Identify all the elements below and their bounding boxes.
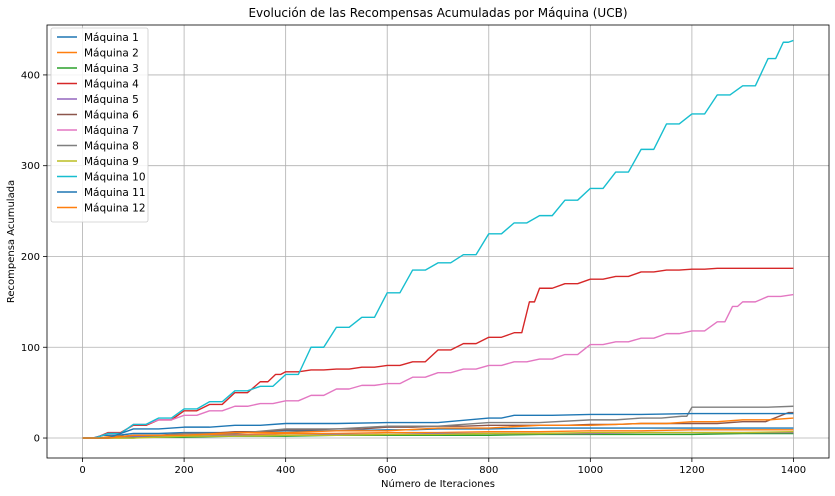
x-tick-label: 1000 bbox=[578, 465, 603, 476]
y-tick-label: 200 bbox=[21, 252, 40, 263]
series-line-12 bbox=[82, 417, 794, 439]
y-tick-label: 0 bbox=[34, 434, 40, 445]
x-tick-label: 600 bbox=[378, 465, 397, 476]
y-tick-label: 300 bbox=[21, 161, 40, 172]
legend-label-5: Máquina 5 bbox=[84, 94, 139, 106]
chart-title: Evolución de las Recompensas Acumuladas … bbox=[248, 6, 627, 20]
legend-label-12: Máquina 12 bbox=[84, 202, 146, 214]
y-axis-label: Recompensa Acumulada bbox=[6, 180, 17, 303]
y-tick-label: 100 bbox=[21, 343, 40, 354]
x-tick-label: 1400 bbox=[781, 465, 806, 476]
axes-frame bbox=[46, 24, 830, 459]
legend-label-7: Máquina 7 bbox=[84, 125, 139, 137]
x-axis-ticks: 0 200 400 600 800 1000 1200 1400 bbox=[79, 458, 806, 476]
y-axis-ticks: 0 100 200 300 400 bbox=[21, 70, 47, 445]
legend-box bbox=[50, 27, 149, 223]
legend-label-2: Máquina 2 bbox=[84, 47, 139, 59]
series-lines bbox=[82, 39, 794, 439]
legend-label-8: Máquina 8 bbox=[84, 140, 139, 152]
x-tick-label: 0 bbox=[79, 465, 85, 476]
x-axis-label: Número de Iteraciones bbox=[381, 478, 495, 490]
legend: Máquina 1 Máquina 2 Máquina 3 Máquina 4 Máqu… bbox=[50, 27, 149, 223]
series-line-11 bbox=[82, 412, 794, 439]
x-tick-label: 1200 bbox=[679, 465, 704, 476]
x-tick-label: 800 bbox=[479, 465, 498, 476]
x-tick-label: 200 bbox=[175, 465, 194, 476]
legend-label-3: Máquina 3 bbox=[84, 63, 139, 75]
y-tick-label: 400 bbox=[21, 70, 40, 81]
legend-label-11: Máquina 11 bbox=[84, 187, 146, 199]
legend-label-9: Máquina 9 bbox=[84, 156, 139, 168]
legend-label-1: Máquina 1 bbox=[84, 32, 139, 44]
series-line-10 bbox=[82, 39, 794, 439]
series-line-9 bbox=[82, 430, 794, 439]
legend-label-10: Máquina 10 bbox=[84, 171, 146, 183]
grid bbox=[47, 25, 829, 458]
legend-label-4: Máquina 4 bbox=[84, 78, 139, 90]
legend-label-6: Máquina 6 bbox=[84, 109, 139, 121]
series-line-4 bbox=[82, 267, 794, 439]
x-tick-label: 400 bbox=[276, 465, 295, 476]
series-line-7 bbox=[82, 293, 794, 439]
